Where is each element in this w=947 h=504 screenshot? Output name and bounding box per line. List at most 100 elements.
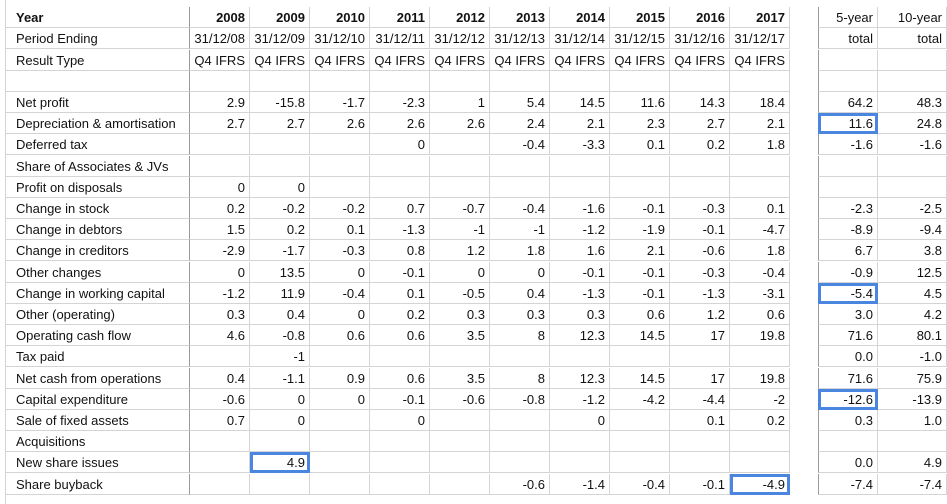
value-cell[interactable]: -1.2: [550, 389, 610, 410]
total-cell[interactable]: -8.9: [818, 219, 878, 240]
value-cell[interactable]: 0: [490, 262, 550, 283]
value-cell[interactable]: 0.4: [190, 368, 250, 389]
value-cell[interactable]: -4.4: [670, 389, 730, 410]
year-header-cell[interactable]: 2011: [370, 7, 430, 28]
blank-cell[interactable]: [430, 71, 490, 92]
value-cell[interactable]: 0.2: [190, 198, 250, 219]
row-label-cell[interactable]: Depreciation & amortisation: [6, 113, 190, 134]
value-cell[interactable]: 0.3: [490, 304, 550, 325]
value-cell[interactable]: 0: [250, 410, 310, 431]
value-cell[interactable]: -1: [490, 219, 550, 240]
value-cell[interactable]: [250, 156, 310, 177]
year-header-cell[interactable]: 2009: [250, 7, 310, 28]
value-cell[interactable]: -0.3: [310, 240, 370, 261]
row-label-cell[interactable]: Operating cash flow: [6, 325, 190, 346]
total-cell[interactable]: -13.9: [878, 389, 947, 410]
total-cell[interactable]: 12.5: [878, 262, 947, 283]
value-cell[interactable]: -0.2: [250, 198, 310, 219]
total-cell[interactable]: [818, 156, 878, 177]
value-cell[interactable]: [490, 346, 550, 367]
value-cell[interactable]: -0.6: [670, 240, 730, 261]
value-cell[interactable]: [190, 474, 250, 495]
value-cell[interactable]: [190, 134, 250, 155]
value-cell[interactable]: 11.9: [250, 283, 310, 304]
value-cell[interactable]: -0.1: [670, 474, 730, 495]
value-cell[interactable]: [610, 410, 670, 431]
value-cell[interactable]: [250, 474, 310, 495]
value-cell[interactable]: 3.5: [430, 368, 490, 389]
value-cell[interactable]: -0.1: [610, 198, 670, 219]
value-cell[interactable]: [730, 452, 790, 473]
value-cell[interactable]: 0.6: [610, 304, 670, 325]
value-cell[interactable]: 0: [190, 177, 250, 198]
value-cell[interactable]: [670, 346, 730, 367]
row-label-cell[interactable]: Deferred tax: [6, 134, 190, 155]
total-cell[interactable]: -2.3: [818, 198, 878, 219]
row-label-cell[interactable]: Profit on disposals: [6, 177, 190, 198]
value-cell[interactable]: [370, 431, 430, 452]
total-cell[interactable]: 71.6: [818, 325, 878, 346]
value-cell[interactable]: [490, 431, 550, 452]
value-cell[interactable]: 1.8: [730, 134, 790, 155]
value-cell[interactable]: [310, 156, 370, 177]
value-cell[interactable]: -1.2: [190, 283, 250, 304]
value-cell[interactable]: [310, 134, 370, 155]
value-cell[interactable]: [190, 346, 250, 367]
value-cell[interactable]: 3.5: [430, 325, 490, 346]
value-cell[interactable]: [430, 474, 490, 495]
value-cell[interactable]: 2.6: [370, 113, 430, 134]
value-cell[interactable]: 0.8: [370, 240, 430, 261]
value-cell[interactable]: 2.3: [610, 113, 670, 134]
row-label-cell[interactable]: Acquisitions: [6, 431, 190, 452]
row-label-cell[interactable]: New share issues: [6, 452, 190, 473]
value-cell[interactable]: 8: [490, 325, 550, 346]
value-cell[interactable]: 0: [250, 389, 310, 410]
total-cell[interactable]: [878, 431, 947, 452]
blank-cell[interactable]: [670, 71, 730, 92]
value-cell[interactable]: [490, 177, 550, 198]
blank-cell[interactable]: [250, 71, 310, 92]
year-header-cell[interactable]: 2015: [610, 7, 670, 28]
value-cell[interactable]: 18.4: [730, 92, 790, 113]
total-cell[interactable]: -1.6: [878, 134, 947, 155]
value-cell[interactable]: 12.3: [550, 368, 610, 389]
total-cell[interactable]: -7.4: [878, 474, 947, 495]
value-cell[interactable]: -0.6: [430, 389, 490, 410]
total-cell[interactable]: 1.0: [878, 410, 947, 431]
value-cell[interactable]: [730, 156, 790, 177]
total-cell[interactable]: [818, 177, 878, 198]
value-cell[interactable]: 17: [670, 325, 730, 346]
value-cell[interactable]: [610, 346, 670, 367]
value-cell[interactable]: 1.8: [730, 240, 790, 261]
value-cell[interactable]: [490, 410, 550, 431]
value-cell[interactable]: 0.6: [370, 368, 430, 389]
value-cell[interactable]: [370, 156, 430, 177]
value-cell[interactable]: -0.8: [490, 389, 550, 410]
value-cell[interactable]: -2: [730, 389, 790, 410]
period-header-cell[interactable]: 31/12/08: [190, 28, 250, 49]
blank-cell[interactable]: [310, 71, 370, 92]
total-cell[interactable]: -5.4: [818, 283, 878, 304]
blank-cell[interactable]: [878, 71, 947, 92]
year-header-cell[interactable]: 2017: [730, 7, 790, 28]
value-cell[interactable]: [370, 346, 430, 367]
result-type-header-cell[interactable]: Q4 IFRS: [730, 50, 790, 71]
value-cell[interactable]: [730, 431, 790, 452]
value-cell[interactable]: 1.8: [490, 240, 550, 261]
value-cell[interactable]: 0.6: [370, 325, 430, 346]
blank-cell[interactable]: [550, 71, 610, 92]
row-label-cell[interactable]: Other (operating): [6, 304, 190, 325]
value-cell[interactable]: 0.2: [250, 219, 310, 240]
period-header-cell[interactable]: 31/12/13: [490, 28, 550, 49]
value-cell[interactable]: 13.5: [250, 262, 310, 283]
value-cell[interactable]: 0.6: [730, 304, 790, 325]
result-type-label-cell[interactable]: Result Type: [6, 50, 190, 71]
value-cell[interactable]: [550, 156, 610, 177]
total-cell[interactable]: 0.0: [818, 452, 878, 473]
blank-label-cell[interactable]: [6, 71, 190, 92]
total-cell[interactable]: -0.9: [818, 262, 878, 283]
value-cell[interactable]: 1.5: [190, 219, 250, 240]
value-cell[interactable]: 0.1: [610, 134, 670, 155]
row-label-cell[interactable]: Share buyback: [6, 474, 190, 495]
value-cell[interactable]: -1.7: [250, 240, 310, 261]
